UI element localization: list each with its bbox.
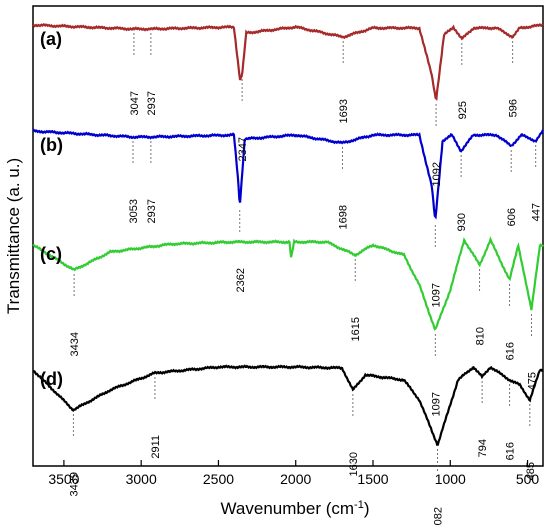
x-tick-label: 1000 <box>435 471 466 487</box>
peak-label: 2937 <box>146 91 158 115</box>
x-tick-label: 2000 <box>280 471 311 487</box>
peak-label: 1698 <box>337 205 349 229</box>
peak-label: 447 <box>531 203 543 221</box>
peak-label: 810 <box>475 327 487 345</box>
series-line <box>32 236 544 331</box>
series-label: (c) <box>40 244 62 264</box>
peak-label: 1097 <box>430 283 442 307</box>
peak-label: 2362 <box>235 268 247 292</box>
peak-label: 1092 <box>431 162 443 186</box>
series-line <box>32 22 544 101</box>
series-line <box>32 128 544 220</box>
peak-label: 1082 <box>433 507 445 526</box>
peak-label: 616 <box>505 342 517 360</box>
plot-frame <box>32 5 544 467</box>
peak-label: 606 <box>506 208 518 226</box>
y-axis-label: Transmittance (a. u.) <box>4 158 23 314</box>
peak-label: 596 <box>508 99 520 117</box>
peak-label: 3053 <box>128 199 140 223</box>
series-layer: (a) (b) (c) (d) <box>32 22 544 446</box>
peak-label: 2937 <box>146 199 158 223</box>
peak-label: 3047 <box>129 91 141 115</box>
x-tick-label: 1500 <box>357 471 388 487</box>
peak-label: 925 <box>457 101 469 119</box>
peak-label: 794 <box>477 439 489 457</box>
peak-label: 3434 <box>69 332 81 356</box>
series-label: (b) <box>40 135 63 155</box>
series-line <box>32 364 544 446</box>
peak-label: 485 <box>525 462 537 480</box>
peak-label: 2911 <box>150 435 162 459</box>
peak-label: 1097 <box>430 392 442 416</box>
peak-label: 475 <box>526 372 538 390</box>
x-axis: 3500 3000 2500 2000 1500 1000 500 <box>48 460 539 487</box>
peak-label: 3439 <box>68 472 80 496</box>
peak-label: 616 <box>505 442 517 460</box>
x-tick-label: 500 <box>516 471 540 487</box>
series-label: (d) <box>40 369 63 389</box>
series-label: (a) <box>40 29 62 49</box>
x-axis-label: Wavenumber (cm-1) <box>221 499 370 518</box>
peak-annotations-layer: 3047 2937 2347 1693 1092 925 596 3053 2937 2362 16… <box>68 33 543 526</box>
x-tick-label: 2500 <box>203 471 234 487</box>
peak-label: 930 <box>456 213 468 231</box>
peak-label: 1630 <box>348 452 360 476</box>
x-tick-label: 3500 <box>48 471 79 487</box>
peak-label: 2347 <box>237 137 249 161</box>
peak-label: 1693 <box>338 99 350 123</box>
x-tick-label: 3000 <box>126 471 157 487</box>
peak-label: 1615 <box>350 317 362 341</box>
